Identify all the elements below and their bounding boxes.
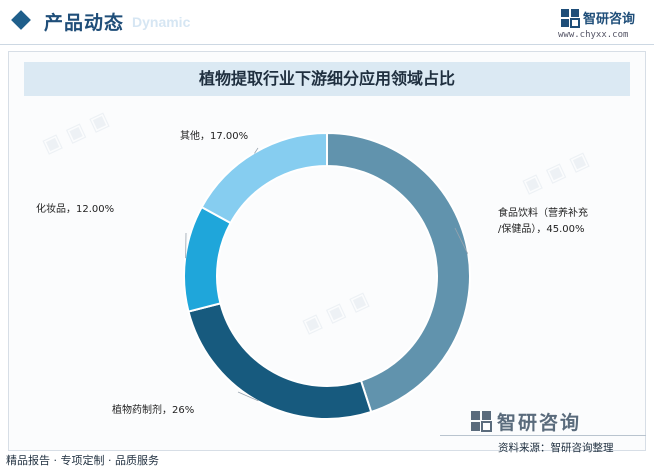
chart-title-band [24, 62, 630, 96]
slice-label: 食品饮料（营养补充 [498, 206, 588, 219]
leader-line [237, 391, 259, 402]
brand-url: www.chyxx.com [558, 30, 629, 40]
donut-slice [200, 131, 328, 225]
donut-slice [187, 302, 373, 420]
footer-tagline: 精品报告 · 专项定制 · 品质服务 [6, 454, 159, 467]
source-brand: 智研咨询 [497, 412, 582, 434]
header-divider [0, 44, 654, 45]
slice-label: 化妆品，12.00% [36, 202, 114, 215]
slice-label: 植物药制剂，26% [112, 403, 194, 416]
donut-slice [183, 205, 232, 313]
slice-label: 其他，17.00% [180, 129, 248, 142]
chart-title: 植物提取行业下游细分应用领域占比 [198, 69, 455, 88]
leader-line [254, 147, 259, 154]
section-title: 产品动态 [44, 12, 125, 34]
section-subtitle: Dynamic [132, 14, 191, 30]
slice-label: /保健品），45.00% [498, 222, 585, 235]
source-logo-icon [471, 411, 492, 432]
brand-name: 智研咨询 [583, 12, 636, 27]
donut-slice [326, 131, 471, 414]
source-text: 资料来源：智研咨询整理 [498, 442, 614, 454]
header: 产品动态 Dynamic 智研咨询 www.chyxx.com [0, 0, 654, 44]
source-divider [440, 435, 646, 436]
brand-logo-icon [561, 9, 580, 28]
leader-line [454, 227, 469, 254]
chart-frame [8, 51, 646, 451]
